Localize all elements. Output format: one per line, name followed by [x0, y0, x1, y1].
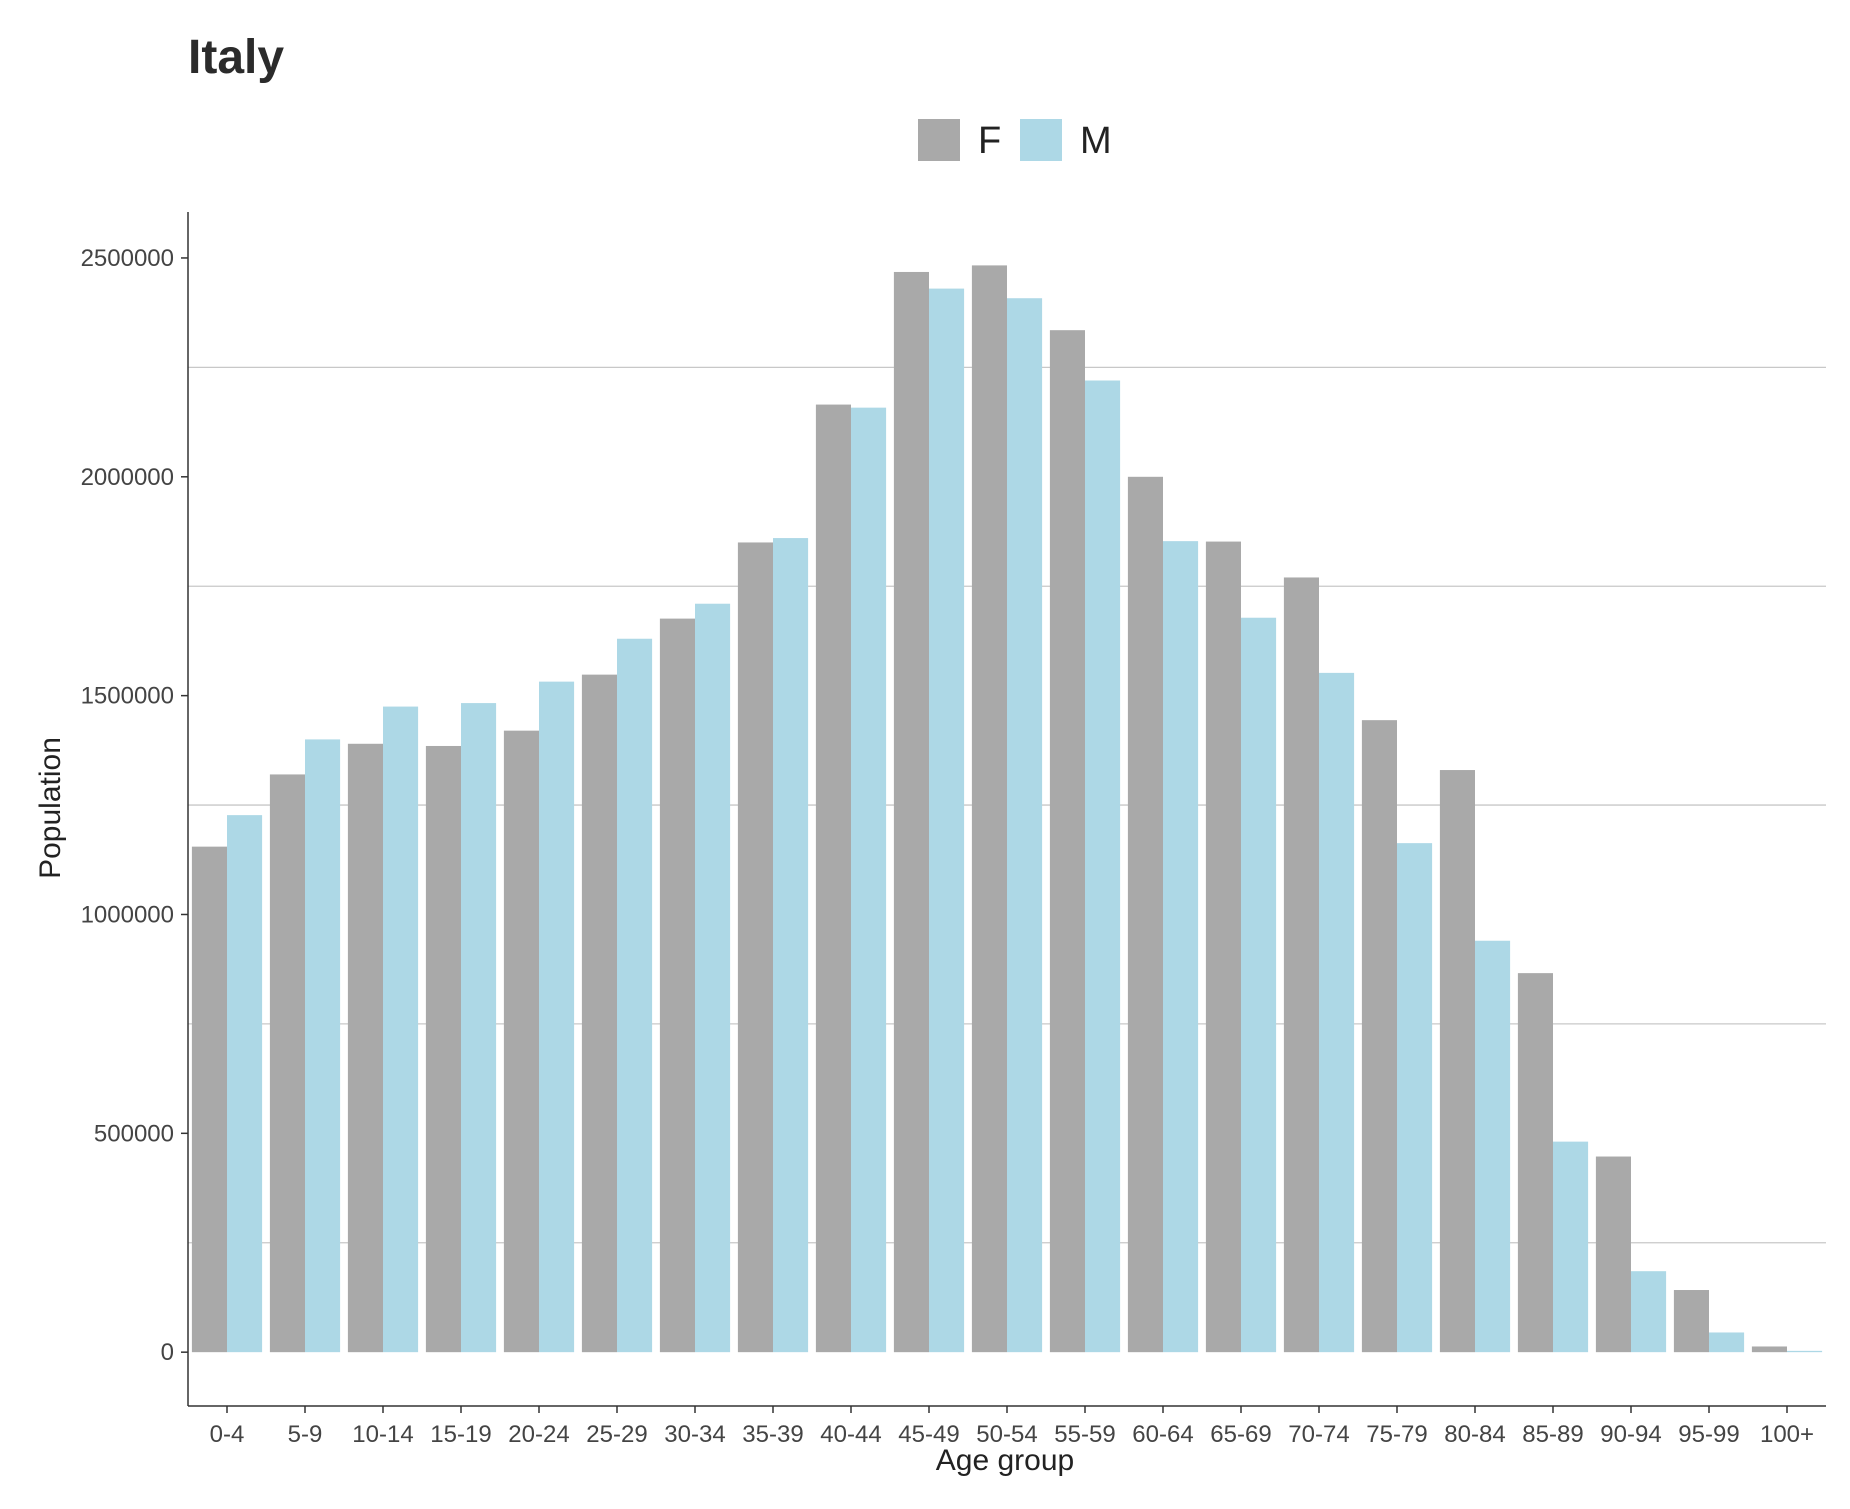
bar-f-65-69: [1205, 541, 1241, 1353]
y-tick-label: 2000000: [81, 464, 174, 491]
x-tick-label: 75-79: [1366, 1421, 1427, 1448]
bar-m-90-94: [1631, 1271, 1667, 1353]
x-tick-label: 30-34: [664, 1421, 725, 1448]
bar-m-0-4: [227, 815, 263, 1353]
bar-f-25-29: [581, 674, 617, 1353]
chart-title: Italy: [188, 31, 284, 84]
bar-m-40-44: [851, 407, 887, 1353]
x-tick-label: 100+: [1760, 1421, 1814, 1448]
bar-m-30-34: [695, 603, 731, 1353]
x-tick-label: 0-4: [210, 1421, 245, 1448]
bar-m-70-74: [1319, 672, 1355, 1353]
x-axis-ticks: 0-4 5-9 10-14 15-19 20-24 25-29 30-34 35-39 40-4…: [210, 1406, 1814, 1448]
x-tick-label: 70-74: [1288, 1421, 1349, 1448]
bar-f-40-44: [815, 404, 851, 1353]
bar-f-85-89: [1517, 973, 1553, 1353]
bar-m-5-9: [305, 739, 341, 1353]
bar-f-100+: [1751, 1346, 1787, 1353]
x-tick-label: 60-64: [1132, 1421, 1193, 1448]
bar-f-75-79: [1361, 720, 1397, 1353]
bar-m-60-64: [1163, 541, 1199, 1353]
x-tick-label: 35-39: [742, 1421, 803, 1448]
x-tick-label: 45-49: [898, 1421, 959, 1448]
x-axis-title: Age group: [936, 1444, 1074, 1477]
x-tick-label: 20-24: [508, 1421, 569, 1448]
x-tick-label: 80-84: [1444, 1421, 1505, 1448]
x-tick-label: 40-44: [820, 1421, 881, 1448]
bar-m-20-24: [539, 681, 575, 1353]
bar-f-95-99: [1673, 1290, 1709, 1353]
bar-f-30-34: [659, 618, 695, 1353]
x-tick-label: 15-19: [430, 1421, 491, 1448]
x-tick-label: 5-9: [288, 1421, 323, 1448]
bar-m-10-14: [383, 706, 419, 1353]
y-axis-title: Population: [34, 737, 67, 879]
bar-m-35-39: [773, 538, 809, 1353]
x-tick-label: 95-99: [1678, 1421, 1739, 1448]
legend-label-m: M: [1080, 120, 1112, 162]
x-tick-label: 65-69: [1210, 1421, 1271, 1448]
x-tick-label: 25-29: [586, 1421, 647, 1448]
bar-f-90-94: [1595, 1156, 1631, 1353]
bar-f-55-59: [1049, 330, 1085, 1353]
bar-m-65-69: [1241, 617, 1277, 1353]
bars: [191, 265, 1823, 1353]
y-tick-label: 0: [161, 1339, 174, 1366]
bar-m-25-29: [617, 638, 653, 1353]
bar-m-15-19: [461, 703, 497, 1353]
x-tick-label: 85-89: [1522, 1421, 1583, 1448]
y-axis-ticks: 0 500000 1000000 1500000 2000000 2500000: [81, 245, 188, 1366]
bar-m-80-84: [1475, 940, 1511, 1353]
y-tick-label: 1500000: [81, 683, 174, 710]
bar-f-50-54: [971, 265, 1007, 1353]
bar-f-35-39: [737, 542, 773, 1353]
x-tick-label: 55-59: [1054, 1421, 1115, 1448]
x-tick-label: 10-14: [352, 1421, 413, 1448]
bar-f-45-49: [893, 271, 929, 1353]
bar-f-5-9: [269, 774, 305, 1353]
bar-m-75-79: [1397, 843, 1433, 1353]
bar-f-0-4: [191, 846, 227, 1353]
bar-f-70-74: [1283, 577, 1319, 1353]
legend-swatch-m: [1020, 119, 1062, 161]
bar-f-80-84: [1439, 770, 1475, 1353]
bar-f-60-64: [1127, 476, 1163, 1353]
bar-m-95-99: [1709, 1332, 1745, 1353]
legend-swatch-f: [918, 119, 960, 161]
bar-m-85-89: [1553, 1141, 1589, 1353]
x-tick-label: 50-54: [976, 1421, 1037, 1448]
x-tick-label: 90-94: [1600, 1421, 1661, 1448]
bar-m-45-49: [929, 288, 965, 1353]
y-tick-label: 1000000: [81, 901, 174, 928]
y-tick-label: 500000: [94, 1120, 174, 1147]
bar-m-50-54: [1007, 298, 1043, 1353]
bar-f-10-14: [347, 743, 383, 1353]
bar-m-100+: [1787, 1350, 1823, 1353]
bar-m-55-59: [1085, 380, 1121, 1353]
bar-f-15-19: [425, 745, 461, 1353]
bar-f-20-24: [503, 730, 539, 1353]
y-tick-label: 2500000: [81, 245, 174, 272]
legend-label-f: F: [978, 120, 1001, 162]
